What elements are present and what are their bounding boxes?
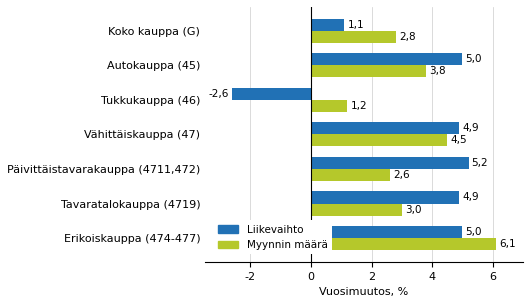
Bar (311, 157, 469, 169)
Text: 5,2: 5,2 (472, 158, 488, 168)
Text: 3,8: 3,8 (429, 66, 446, 76)
Text: 1,2: 1,2 (350, 101, 367, 111)
Bar (311, 203, 402, 216)
Text: 1,1: 1,1 (347, 19, 364, 29)
Text: 5,0: 5,0 (465, 54, 482, 64)
Text: 2,6: 2,6 (393, 170, 410, 180)
Bar (311, 226, 463, 238)
Bar (311, 169, 390, 181)
Bar (311, 238, 496, 250)
Text: 3,0: 3,0 (405, 205, 421, 215)
Bar (311, 53, 463, 65)
Text: 4,9: 4,9 (463, 192, 479, 202)
Legend: Liikevaihto, Myynnin määrä: Liikevaihto, Myynnin määrä (214, 220, 332, 254)
Text: -2,6: -2,6 (209, 89, 229, 99)
Text: 5,0: 5,0 (465, 227, 482, 237)
Text: 2,8: 2,8 (399, 32, 416, 42)
Bar (232, 88, 311, 100)
Bar (311, 100, 347, 112)
Text: 4,9: 4,9 (463, 123, 479, 133)
Text: 6,1: 6,1 (499, 239, 516, 249)
Bar (311, 19, 344, 31)
X-axis label: Vuosimuutos, %: Vuosimuutos, % (320, 287, 409, 297)
Bar (311, 134, 447, 147)
Bar (311, 65, 426, 77)
Bar (311, 122, 460, 134)
Bar (311, 192, 460, 203)
Bar (311, 31, 396, 43)
Text: 4,5: 4,5 (450, 135, 467, 145)
